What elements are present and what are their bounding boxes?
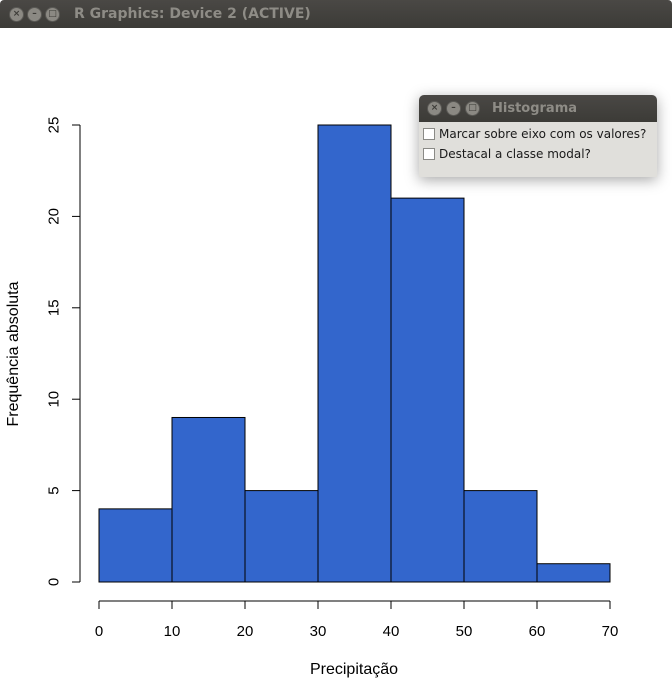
- y-tick-label-1: 5: [46, 486, 63, 494]
- maximize-icon[interactable]: □: [45, 7, 60, 22]
- dialog-body: Marcar sobre eixo com os valores? Destac…: [419, 122, 657, 177]
- x-axis-label: Precipitação: [310, 661, 398, 678]
- x-tick-label-2: 20: [237, 623, 254, 640]
- y-tick-label-5: 25: [46, 117, 63, 134]
- mark-axis-values-checkbox[interactable]: [423, 128, 435, 140]
- histogram-bar-1: [171, 416, 246, 583]
- dialog-title: Histograma: [492, 101, 578, 116]
- y-tick-label-0: 0: [46, 578, 63, 586]
- x-tick-label-4: 40: [383, 623, 400, 640]
- x-tick-label-6: 60: [529, 623, 546, 640]
- histogram-bar-2: [244, 490, 319, 583]
- histogram-bar-4: [390, 197, 465, 583]
- x-tick-label-3: 30: [310, 623, 327, 640]
- x-tick-label-5: 50: [456, 623, 473, 640]
- y-tick-label-2: 10: [46, 391, 63, 408]
- dialog-close-icon[interactable]: ×: [427, 101, 442, 116]
- option-mark-axis-values[interactable]: Marcar sobre eixo com os valores?: [423, 125, 646, 143]
- window-title: R Graphics: Device 2 (ACTIVE): [74, 6, 311, 22]
- minimize-icon[interactable]: –: [27, 7, 42, 22]
- option-highlight-modal-class[interactable]: Destacal a classe modal?: [423, 145, 591, 163]
- y-tick-label-4: 20: [46, 208, 63, 225]
- histogram-options-dialog: × – □ Histograma Marcar sobre eixo com o…: [419, 95, 657, 177]
- highlight-modal-class-label: Destacal a classe modal?: [439, 147, 591, 161]
- mark-axis-values-label: Marcar sobre eixo com os valores?: [439, 127, 647, 141]
- histogram-bar-6: [536, 563, 611, 583]
- y-axis-label: Frequência absoluta: [5, 281, 22, 426]
- dialog-maximize-icon[interactable]: □: [465, 101, 480, 116]
- window-titlebar[interactable]: × – □ R Graphics: Device 2 (ACTIVE): [0, 0, 672, 28]
- close-icon[interactable]: ×: [9, 7, 24, 22]
- bars-layer: [98, 124, 611, 583]
- x-tick-label-7: 70: [602, 623, 619, 640]
- histogram-bar-0: [98, 508, 173, 583]
- dialog-minimize-icon[interactable]: –: [446, 101, 461, 116]
- x-axis: 0 10 20 30 40 50 60 70: [95, 600, 619, 640]
- dialog-titlebar[interactable]: × – □ Histograma: [419, 95, 657, 122]
- y-tick-label-3: 15: [46, 299, 63, 316]
- histogram-bar-5: [463, 490, 538, 583]
- x-tick-label-1: 10: [164, 623, 181, 640]
- highlight-modal-class-checkbox[interactable]: [423, 148, 435, 160]
- x-tick-label-0: 0: [95, 623, 103, 640]
- histogram-bar-3: [317, 124, 392, 583]
- y-axis: 0 5 10 15 20 25: [46, 117, 81, 586]
